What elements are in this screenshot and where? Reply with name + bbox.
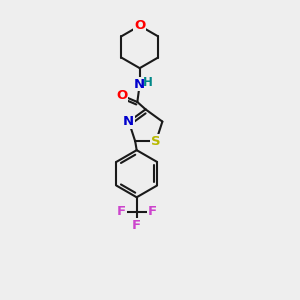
Text: N: N (134, 78, 145, 91)
Text: O: O (116, 89, 128, 102)
Text: H: H (143, 76, 153, 89)
Text: S: S (151, 135, 161, 148)
Text: F: F (147, 206, 157, 218)
Text: O: O (134, 19, 145, 32)
Text: F: F (132, 219, 141, 232)
Text: F: F (117, 206, 126, 218)
Text: N: N (123, 115, 134, 128)
